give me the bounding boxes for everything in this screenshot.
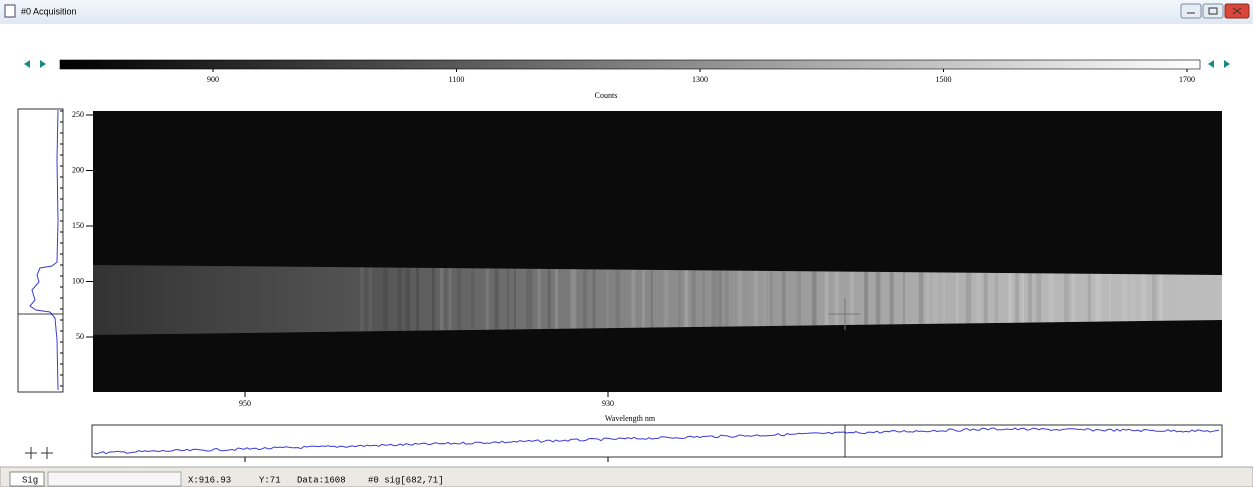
x-tick-label: 950 (239, 399, 251, 408)
band-stripe (507, 260, 510, 340)
band-stripe (616, 260, 620, 340)
colorbar-tick-label: 1700 (1179, 75, 1195, 84)
maximize-button[interactable] (1203, 4, 1223, 18)
band-stripe (397, 260, 402, 340)
band-stripe (471, 260, 474, 340)
band-stripe (368, 260, 372, 340)
band-stripe (514, 260, 516, 340)
x-tick-label: 930 (602, 399, 614, 408)
band-stripe (571, 260, 577, 340)
band-stripe (486, 260, 489, 340)
band-stripe (606, 260, 609, 340)
colorbar-tick-label: 1500 (936, 75, 952, 84)
minimize-button[interactable] (1181, 4, 1201, 18)
status-data: Data:1608 (297, 475, 346, 485)
band-stripe (548, 260, 551, 340)
band-stripe (449, 260, 452, 340)
band-stripe (440, 260, 444, 340)
band-stripe (583, 260, 587, 340)
y-tick-label: 200 (72, 165, 84, 174)
window-icon (5, 5, 15, 17)
window-title: #0 Acquisition (21, 6, 77, 16)
band-stripe (405, 260, 410, 340)
band-stripe (494, 260, 498, 340)
status-field (48, 472, 181, 486)
sig-tab-label: Sig (22, 475, 38, 485)
colorbar-tick-label: 1100 (449, 75, 465, 84)
x-axis-label: Wavelength nm (605, 414, 656, 423)
colorbar-label: Counts (595, 91, 618, 100)
pan-icons[interactable] (25, 447, 53, 459)
acquisition-window: #0 Acquisition 900 1100 1300 1500 1700 Count… (0, 0, 1253, 487)
status-y: Y:71 (259, 475, 281, 485)
band-stripe (432, 260, 434, 340)
detector-image (93, 111, 1222, 392)
colorbar-tick-label: 1300 (692, 75, 708, 84)
band-stripe (416, 260, 419, 340)
y-tick-label: 250 (72, 110, 84, 119)
y-tick-label: 50 (76, 332, 84, 341)
title-bar (0, 0, 1253, 24)
y-tick-label: 100 (72, 276, 84, 285)
band-stripe (526, 260, 532, 340)
band-stripe (457, 260, 461, 340)
y-tick-label: 150 (72, 221, 84, 230)
colorbar (60, 60, 1200, 69)
band-stripe (555, 260, 558, 340)
vertical-profile-panel (18, 109, 63, 392)
band-stripe (593, 260, 596, 340)
colorbar-tick-label: 900 (207, 75, 219, 84)
band-stripe (537, 260, 541, 340)
band-stripe (360, 260, 364, 340)
status-x: X:916.93 (188, 475, 231, 485)
status-pixel: #0 sig[682,71] (368, 475, 444, 485)
band-stripe (383, 260, 387, 340)
